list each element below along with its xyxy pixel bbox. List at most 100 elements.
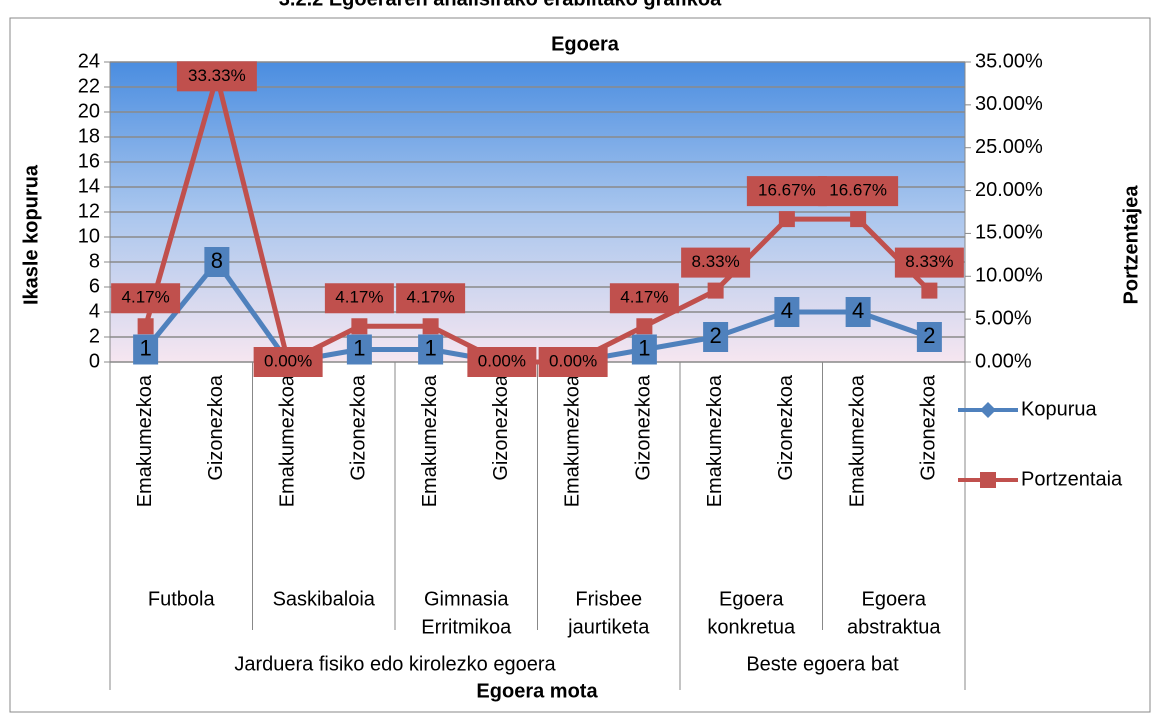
x-tick-label: Gizonezkoa (490, 374, 512, 480)
data-label: 2 (923, 323, 935, 348)
data-label: 8.33% (692, 252, 740, 271)
data-label-box (204, 247, 230, 277)
group-label: Gimnasia (424, 588, 509, 610)
marker (778, 211, 795, 228)
data-label: 2 (710, 323, 722, 348)
data-label: 4.17% (407, 288, 455, 307)
legend-marker (980, 472, 996, 488)
marker (351, 318, 368, 335)
data-label-box (746, 176, 827, 207)
group-label: jaurtiketa (567, 616, 650, 638)
data-label: 16.67% (829, 181, 887, 200)
y-tick-label: 14 (78, 175, 100, 197)
data-label-box (111, 283, 181, 314)
supergroup-label: Beste egoera bat (746, 653, 899, 675)
supergroup-label: Jarduera fisiko edo kirolezko egoera (234, 653, 556, 675)
marker (422, 318, 439, 335)
x-tick-label: Emakumezkoa (846, 374, 868, 507)
marker (921, 282, 938, 299)
data-label: 1 (425, 335, 437, 360)
x-tick-label: Emakumezkoa (276, 374, 298, 507)
data-label: 0.00% (264, 351, 312, 370)
data-label-box (818, 176, 899, 207)
data-label-box (324, 283, 394, 314)
group-label: Saskibaloia (273, 588, 376, 610)
data-label: 4.17% (620, 288, 668, 307)
y-tick-label: 6 (89, 275, 100, 297)
data-label-box (681, 247, 751, 278)
legend-marker (980, 402, 996, 418)
y2-tick-label: 30.00% (975, 93, 1043, 115)
marker (850, 211, 867, 228)
group-label: Egoera (862, 588, 927, 610)
group-label: konkretua (707, 616, 796, 638)
data-label: 4 (781, 298, 793, 323)
marker (636, 318, 653, 335)
data-label-box (774, 297, 800, 327)
data-label-box (894, 247, 964, 278)
data-label-box (176, 61, 257, 92)
data-label-box (703, 322, 729, 352)
data-label-box (396, 283, 466, 314)
data-label-box (346, 334, 372, 365)
y2-tick-label: 15.00% (975, 222, 1043, 244)
x-tick-label: Emakumezkoa (419, 374, 441, 507)
marker (707, 282, 724, 299)
data-label: 8 (211, 248, 223, 273)
chart-title: Egoera (551, 33, 620, 55)
y2-tick-label: 0.00% (975, 350, 1032, 372)
data-label-box (538, 347, 608, 377)
data-label: 4 (852, 298, 864, 323)
y-tick-label: 4 (89, 300, 100, 322)
x-tick-label: Gizonezkoa (348, 374, 370, 480)
y2-tick-label: 35.00% (975, 50, 1043, 72)
x-tick-label: Gizonezkoa (205, 374, 227, 480)
x-axis-title: Egoera mota (476, 680, 598, 702)
data-label-box (467, 347, 537, 377)
y2-axis-title: Portzentajea (1120, 185, 1142, 305)
y2-tick-label: 20.00% (975, 179, 1043, 201)
x-tick-label: Emakumezkoa (704, 374, 726, 507)
y-tick-label: 0 (89, 350, 100, 372)
group-label: abstraktua (847, 616, 941, 638)
x-tick-label: Gizonezkoa (918, 374, 940, 480)
group-label: Erritmikoa (421, 616, 512, 638)
data-label: 4.17% (122, 288, 170, 307)
y-tick-label: 16 (78, 150, 100, 172)
legend-label: Portzentaia (1021, 468, 1123, 490)
data-label: 33.33% (188, 66, 246, 85)
y2-tick-label: 5.00% (975, 307, 1032, 329)
y-tick-label: 12 (78, 200, 100, 222)
data-label: 1 (353, 335, 365, 360)
data-label-box (418, 334, 444, 365)
data-label-box (133, 334, 159, 365)
data-label: 1 (140, 335, 152, 360)
group-label: Futbola (148, 588, 216, 610)
data-label: 0.00% (478, 351, 526, 370)
y-tick-label: 18 (78, 125, 100, 147)
series-line (143, 73, 932, 365)
data-label-box (253, 347, 323, 377)
data-label-box (845, 297, 871, 327)
x-tick-label: Emakumezkoa (134, 374, 156, 507)
data-label: 16.67% (758, 181, 816, 200)
marker (137, 318, 154, 335)
group-label: Egoera (719, 588, 784, 610)
data-label: 8.33% (905, 252, 953, 271)
y2-tick-label: 10.00% (975, 265, 1043, 287)
y-tick-label: 24 (78, 50, 100, 72)
data-label: 4.17% (335, 288, 383, 307)
x-tick-label: Gizonezkoa (633, 374, 655, 480)
heading: 3.2.2 Egoeraren analisirako erabiltako g… (279, 0, 722, 10)
y-tick-label: 20 (78, 100, 100, 122)
group-label: Frisbee (575, 588, 642, 610)
legend-label: Kopurua (1021, 398, 1097, 420)
y-tick-label: 2 (89, 325, 100, 347)
chart-border (9, 17, 1151, 713)
x-tick-label: Gizonezkoa (775, 374, 797, 480)
data-label: 0.00% (549, 351, 597, 370)
x-tick-label: Emakumezkoa (561, 374, 583, 507)
data-label-box (631, 334, 657, 365)
data-label: 1 (638, 335, 650, 360)
